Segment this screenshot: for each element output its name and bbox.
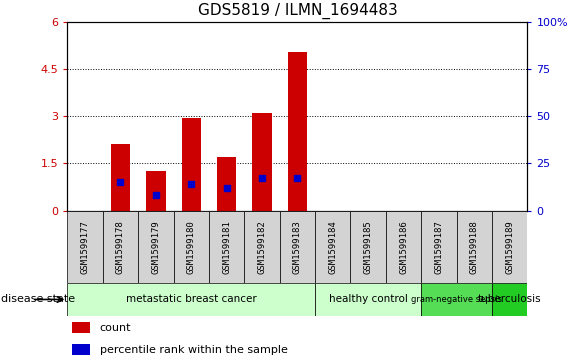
Bar <box>67 283 315 316</box>
Text: GSM1599177: GSM1599177 <box>81 220 90 274</box>
Bar <box>182 118 201 211</box>
Text: gram-negative sepsis: gram-negative sepsis <box>411 295 502 304</box>
Bar <box>288 52 307 211</box>
Text: GSM1599184: GSM1599184 <box>328 220 338 274</box>
Bar <box>244 211 280 283</box>
Bar <box>253 113 272 211</box>
Bar <box>492 211 527 283</box>
Bar <box>67 211 103 283</box>
Text: healthy control: healthy control <box>329 294 408 305</box>
Text: GSM1599180: GSM1599180 <box>187 220 196 274</box>
Text: count: count <box>100 323 131 333</box>
Bar <box>492 283 527 316</box>
Text: GSM1599181: GSM1599181 <box>222 220 231 274</box>
Bar <box>421 211 456 283</box>
Bar <box>350 211 386 283</box>
Bar <box>103 211 138 283</box>
Bar <box>173 211 209 283</box>
Text: GSM1599182: GSM1599182 <box>257 220 267 274</box>
Bar <box>209 211 244 283</box>
Text: GSM1599186: GSM1599186 <box>399 220 408 274</box>
Title: GDS5819 / ILMN_1694483: GDS5819 / ILMN_1694483 <box>197 3 397 19</box>
Text: metastatic breast cancer: metastatic breast cancer <box>126 294 257 305</box>
Bar <box>315 283 421 316</box>
Bar <box>315 211 350 283</box>
Text: GSM1599188: GSM1599188 <box>470 220 479 274</box>
Text: GSM1599179: GSM1599179 <box>151 220 161 274</box>
Bar <box>386 211 421 283</box>
Bar <box>146 171 166 211</box>
Text: GSM1599183: GSM1599183 <box>293 220 302 274</box>
Bar <box>280 211 315 283</box>
Text: GSM1599189: GSM1599189 <box>505 220 514 274</box>
Text: GSM1599185: GSM1599185 <box>364 220 373 274</box>
Text: disease state: disease state <box>1 294 75 305</box>
Text: percentile rank within the sample: percentile rank within the sample <box>100 345 288 355</box>
Text: GSM1599187: GSM1599187 <box>434 220 444 274</box>
Bar <box>72 344 90 355</box>
Bar <box>217 157 236 211</box>
Text: GSM1599178: GSM1599178 <box>116 220 125 274</box>
Text: tuberculosis: tuberculosis <box>478 294 541 305</box>
Bar <box>456 211 492 283</box>
Bar <box>111 144 130 211</box>
Bar <box>138 211 173 283</box>
Bar <box>72 322 90 333</box>
Bar <box>421 283 492 316</box>
